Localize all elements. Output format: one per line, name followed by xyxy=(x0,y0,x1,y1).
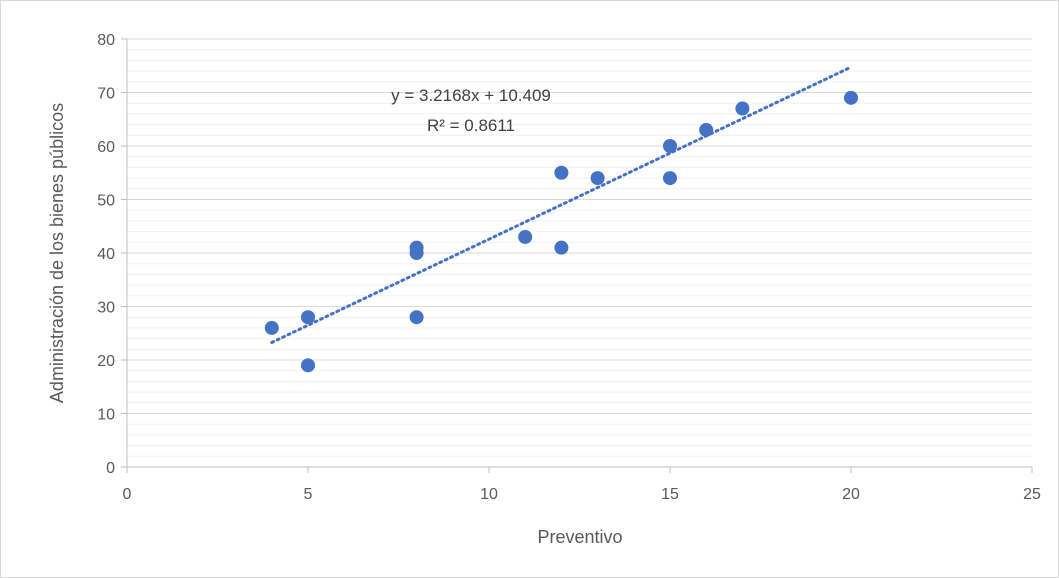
data-point xyxy=(409,310,424,325)
y-tick-label: 30 xyxy=(97,300,115,317)
y-tick-label: 0 xyxy=(106,460,115,477)
x-tick-label: 10 xyxy=(480,486,498,503)
minor-gridlines xyxy=(127,49,1032,457)
trendline xyxy=(270,65,853,344)
data-point xyxy=(735,101,750,116)
data-point xyxy=(518,229,533,244)
y-tick-label: 50 xyxy=(97,193,115,210)
y-tick-label: 10 xyxy=(97,407,115,424)
trendline-r-squared: R² = 0.8611 xyxy=(427,116,515,135)
x-tick-labels: 0 5 10 15 20 25 xyxy=(123,486,1041,503)
data-point xyxy=(409,246,424,260)
data-point xyxy=(663,171,677,186)
trendline-equation: y = 3.2168x + 10.409 xyxy=(391,86,551,105)
y-axis-title: Administración de los bienes públicos xyxy=(47,103,67,403)
data-point xyxy=(699,122,714,137)
axes xyxy=(121,38,1033,473)
y-tick-label: 80 xyxy=(97,32,115,49)
data-point xyxy=(301,358,315,373)
data-points xyxy=(264,90,858,373)
x-tick-label: 5 xyxy=(304,486,313,503)
data-point xyxy=(663,139,677,153)
x-tick-label: 15 xyxy=(661,486,679,503)
major-gridlines xyxy=(127,38,1032,414)
data-point xyxy=(264,320,279,335)
y-tick-label: 70 xyxy=(97,86,115,103)
x-tick-label: 0 xyxy=(123,486,132,503)
data-point xyxy=(554,165,569,180)
data-point xyxy=(844,90,858,105)
y-tick-label: 60 xyxy=(97,139,115,156)
x-tick-label: 25 xyxy=(1023,486,1041,503)
data-point xyxy=(301,310,315,325)
y-tick-labels: 0 10 20 30 40 50 60 70 80 xyxy=(97,32,115,477)
x-tick-label: 20 xyxy=(842,486,860,503)
x-axis-title: Preventivo xyxy=(537,527,622,547)
data-point xyxy=(590,171,605,186)
y-tick-label: 40 xyxy=(97,246,115,263)
y-tick-label: 20 xyxy=(97,353,115,370)
data-point xyxy=(554,240,569,255)
trendline-group xyxy=(270,65,853,344)
